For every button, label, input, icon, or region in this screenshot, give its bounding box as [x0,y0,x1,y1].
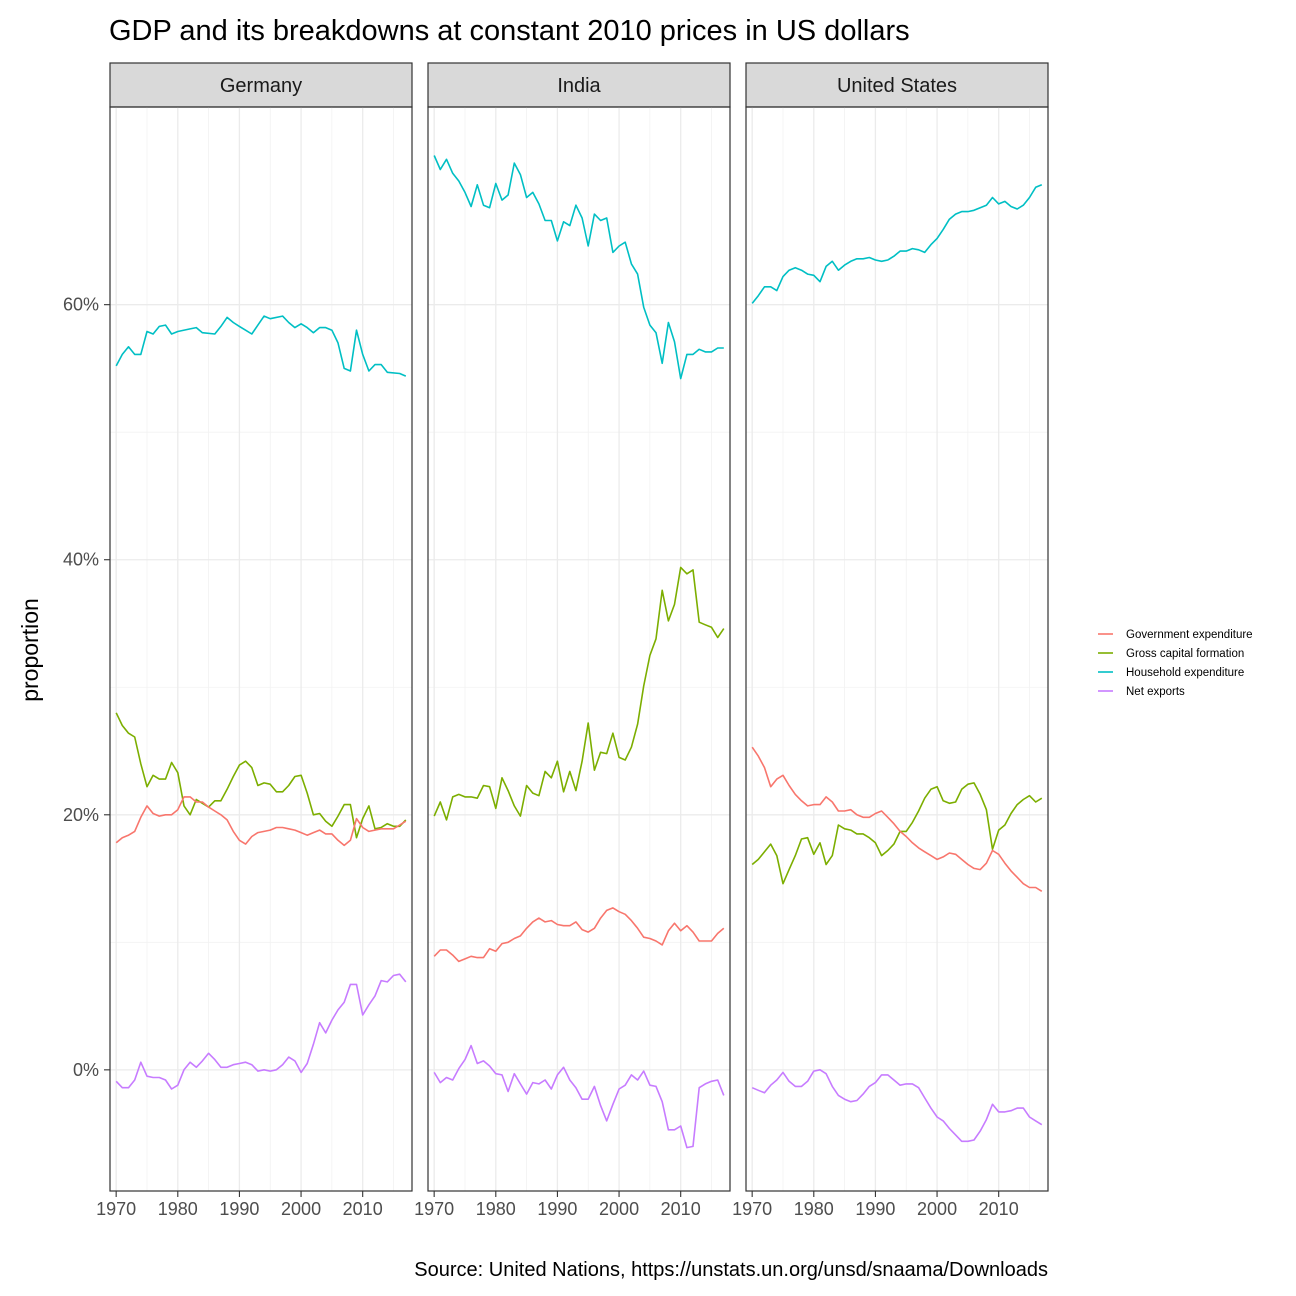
legend-label: Gross capital formation [1126,648,1244,660]
y-tick-label: 20% [63,805,99,825]
series-line-household-expenditure [115,315,407,377]
x-tick-label: 1970 [732,1199,772,1219]
legend-item-net-exports: Net exports [1098,686,1185,698]
x-tick-label: 1990 [219,1199,259,1219]
legend-label: Household expenditure [1126,667,1244,679]
x-tick-label: 2010 [661,1199,701,1219]
legend-label: Net exports [1126,686,1185,698]
series-line-government-expenditure [115,796,407,847]
series-line-gross-capital-formation [433,566,725,821]
y-tick-label: 0% [73,1060,99,1080]
series-line-gross-capital-formation [115,712,407,839]
legend-item-gross-capital-formation: Gross capital formation [1098,648,1244,660]
legend-item-government-expenditure: Government expenditure [1098,629,1253,641]
series-line-net-exports [115,973,407,1090]
x-tick-label: 1980 [794,1199,834,1219]
facet-strip [109,62,413,108]
panel-border [109,106,413,1192]
y-tick-label: 40% [63,550,99,570]
panel-border [427,106,731,1192]
x-tick-label: 2000 [917,1199,957,1219]
series-line-household-expenditure [751,184,1043,304]
x-tick-label: 1990 [855,1199,895,1219]
x-tick-label: 1980 [476,1199,516,1219]
x-tick-label: 2000 [599,1199,639,1219]
facet-strip-label: India [557,75,601,97]
facet-germany: Germany 1970 1980 1990 2000 2010 [96,62,413,1219]
chart-caption: Source: United Nations, https://unstats.… [414,1259,1048,1281]
y-tick-label: 60% [63,295,99,315]
facet-strip-label: United States [837,75,957,97]
facet-panels: Germany 1970 1980 1990 2000 2010 India 1970 1980… [96,62,1049,1219]
y-axis: 0% 20% 40% 60% [63,295,110,1080]
series-line-net-exports [433,1044,725,1149]
series-line-government-expenditure [751,746,1043,892]
series-line-net-exports [751,1069,1043,1143]
facet-united-states: United States 1970 1980 1990 2000 2010 [732,62,1049,1219]
series-line-household-expenditure [433,155,724,380]
legend: Government expenditure Gross capital form… [1098,629,1253,698]
facet-strip-label: Germany [220,75,302,97]
legend-label: Government expenditure [1126,629,1253,641]
y-axis-title: proportion [17,598,43,702]
x-tick-label: 2000 [281,1199,321,1219]
x-tick-label: 2010 [343,1199,383,1219]
facet-india: India 1970 1980 1990 2000 2010 [414,62,731,1219]
chart-title: GDP and its breakdowns at constant 2010 … [109,15,910,47]
x-tick-label: 1990 [537,1199,577,1219]
series-line-government-expenditure [433,907,725,963]
x-tick-label: 2010 [979,1199,1019,1219]
legend-item-household-expenditure: Household expenditure [1098,667,1244,679]
x-tick-label: 1980 [158,1199,198,1219]
x-tick-label: 1970 [414,1199,454,1219]
panel-border [745,106,1049,1192]
series-line-gross-capital-formation [751,782,1043,885]
x-tick-label: 1970 [96,1199,136,1219]
